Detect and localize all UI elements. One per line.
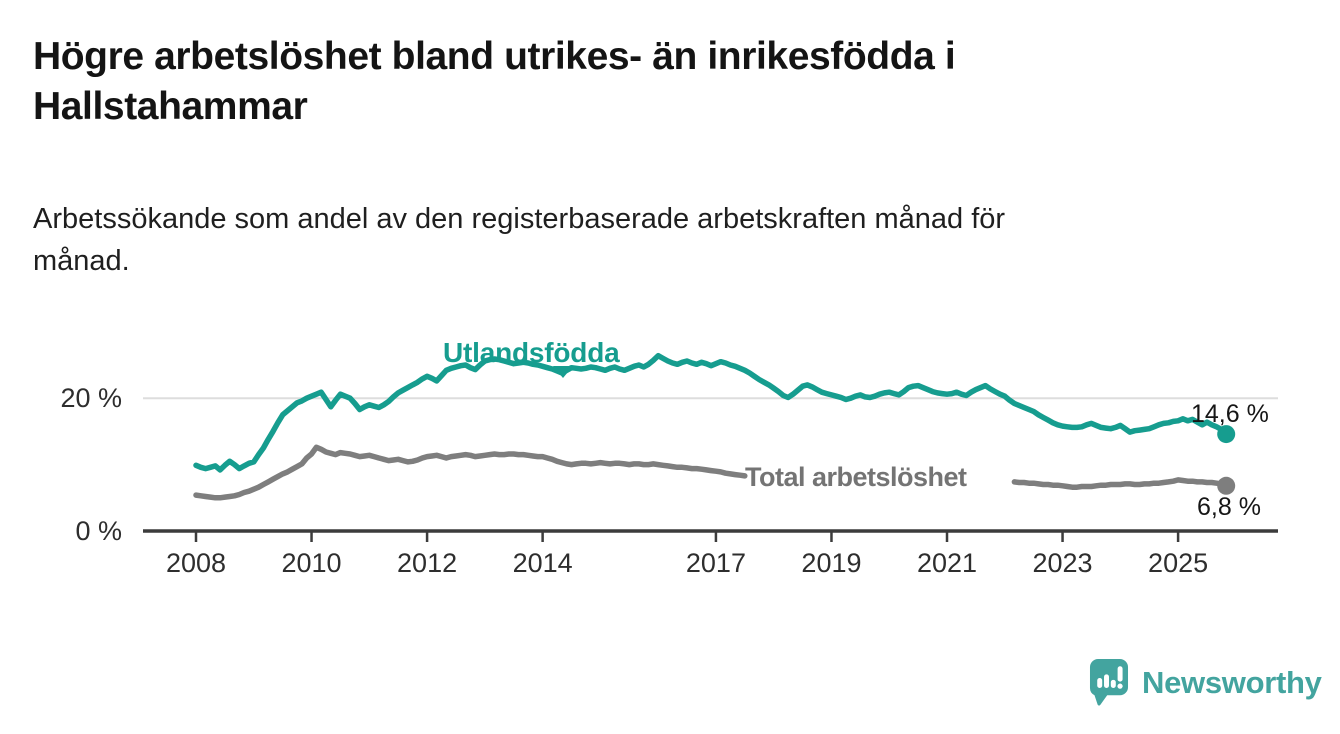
page-title: Högre arbetslöshet bland utrikes- än inr…: [33, 32, 1273, 133]
x-tick-label: 2023: [1033, 548, 1093, 578]
title-line-2: Hallstahammar: [33, 85, 308, 129]
x-tick-label: 2014: [513, 548, 573, 578]
line-utlandsfodda: [193, 352, 1229, 473]
label-pointer-caret-icon: [553, 366, 573, 378]
subtitle-line-1: Arbetssökande som andel av den registerb…: [33, 203, 1006, 235]
x-tick-label: 2025: [1148, 548, 1208, 578]
series-label-total-arbetsloshet: Total arbetslöshet: [745, 462, 967, 492]
x-tick-label: 2008: [166, 548, 226, 578]
x-tick-label: 2021: [917, 548, 977, 578]
line-total-arbetsloshet: [1011, 477, 1229, 490]
series-label-utlandsfodda: Utlandsfödda: [443, 337, 620, 368]
x-tick-label: 2012: [397, 548, 457, 578]
end-value-label-utlandsfodda: 14,6 %: [1191, 400, 1269, 428]
newsworthy-logo-icon: [1089, 659, 1129, 706]
x-tick-label: 2019: [801, 548, 861, 578]
x-tick-label: 2017: [686, 548, 746, 578]
subtitle-line-2: månad.: [33, 245, 130, 278]
y-tick-label: 0 %: [75, 516, 122, 546]
newsworthy-logo-text: Newsworthy: [1142, 665, 1322, 700]
newsworthy-logo: Newsworthy: [1087, 659, 1322, 707]
x-tick-label: 2010: [282, 548, 342, 578]
title-line-1: Högre arbetslöshet bland utrikes- än inr…: [33, 35, 956, 78]
end-dot-total-arbetsloshet: [1217, 476, 1236, 495]
line-total-arbetsloshet: [193, 444, 748, 501]
end-value-label-total: 6,8 %: [1197, 493, 1261, 521]
chart-subtitle: Arbetssökande som andel av den registerb…: [33, 198, 1273, 282]
y-tick-label: 20 %: [60, 383, 122, 413]
end-dot-utlandsfodda: [1217, 425, 1236, 444]
